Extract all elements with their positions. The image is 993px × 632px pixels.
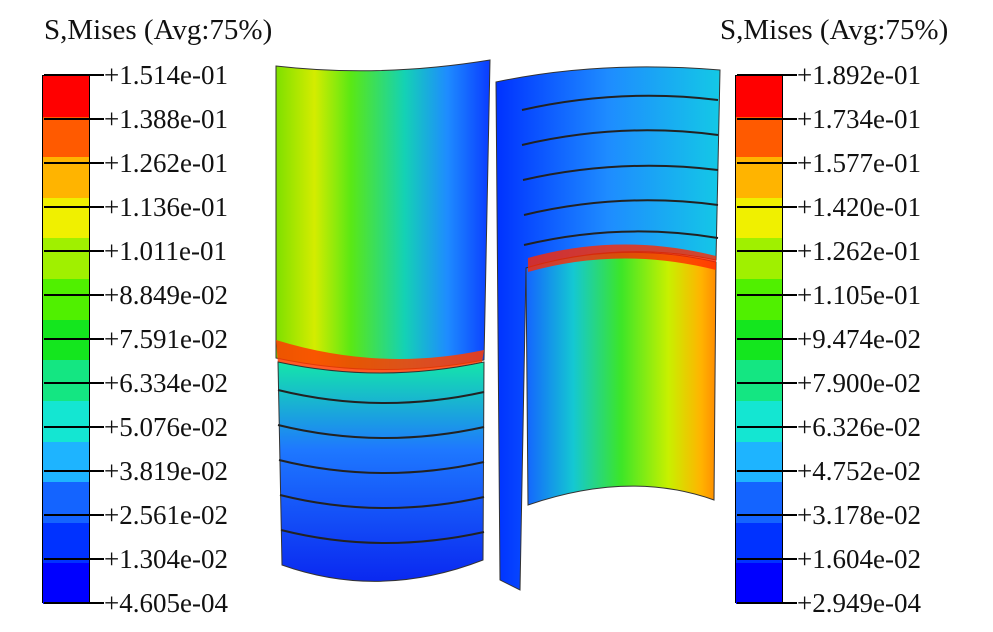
legend-color-segment	[736, 116, 782, 158]
legend-value-label: +4.752e-02	[797, 456, 921, 486]
legend-color-segment	[43, 441, 89, 483]
legend-color-segment	[43, 197, 89, 239]
legend-tick	[44, 426, 104, 428]
legend-tick	[44, 338, 104, 340]
legend-tick	[44, 602, 104, 604]
legend-value-label: +7.900e-02	[797, 368, 921, 398]
legend-tick	[737, 162, 797, 164]
legend-value-label: +5.076e-02	[104, 412, 228, 442]
legend-color-segment	[736, 197, 782, 239]
legend-color-segment	[43, 360, 89, 401]
legend-value-label: +6.326e-02	[797, 412, 921, 442]
legend-value-label: +1.388e-01	[104, 104, 228, 134]
legend-color-segment	[736, 400, 782, 442]
legend-color-segment	[736, 76, 782, 117]
legend-color-segment	[43, 279, 89, 320]
legend-color-segment	[736, 563, 782, 604]
legend-tick	[737, 426, 797, 428]
legend-tick	[737, 558, 797, 560]
legend-color-segment	[43, 116, 89, 158]
legend-tick	[44, 162, 104, 164]
legend-value-label: +1.262e-01	[797, 236, 921, 266]
legend-tick	[44, 382, 104, 384]
legend-tick	[44, 470, 104, 472]
legend-color-segment	[736, 238, 782, 280]
legend-value-label: +9.474e-02	[797, 324, 921, 354]
legend-value-label: +3.178e-02	[797, 500, 921, 530]
legend-tick	[737, 118, 797, 120]
legend-tick	[44, 250, 104, 252]
legend-value-label: +1.892e-01	[797, 60, 921, 90]
legend-value-label: +1.734e-01	[797, 104, 921, 134]
right-half-cylinder-shell	[495, 66, 721, 591]
legend-value-label: +8.849e-02	[104, 280, 228, 310]
legend-tick	[737, 338, 797, 340]
legend-value-label: +1.420e-01	[797, 192, 921, 222]
legend-color-segment	[43, 522, 89, 564]
legend-color-segment	[43, 563, 89, 604]
legend-tick	[737, 74, 797, 76]
legend-tick	[737, 470, 797, 472]
legend-color-segment	[43, 76, 89, 117]
legend-value-label: +1.011e-01	[104, 236, 227, 266]
legend-value-label: +7.591e-02	[104, 324, 228, 354]
legend-value-label: +6.334e-02	[104, 368, 228, 398]
legend-value-label: +1.105e-01	[797, 280, 921, 310]
legend-tick	[44, 558, 104, 560]
legend-color-segment	[43, 400, 89, 442]
legend-tick	[44, 294, 104, 296]
legend-tick	[44, 206, 104, 208]
legend-color-segment	[43, 238, 89, 280]
legend-value-label: +1.304e-02	[104, 544, 228, 574]
legend-value-label: +1.136e-01	[104, 192, 228, 222]
legend-tick	[737, 602, 797, 604]
legend-tick	[44, 514, 104, 516]
left-legend-title: S,Mises (Avg:75%)	[44, 14, 273, 46]
legend-value-label: +1.514e-01	[104, 60, 228, 90]
legend-tick	[737, 206, 797, 208]
legend-tick	[737, 294, 797, 296]
legend-value-label: +1.604e-02	[797, 544, 921, 574]
left-cylinder-shell	[275, 59, 491, 582]
legend-value-label: +3.819e-02	[104, 456, 228, 486]
legend-tick	[737, 382, 797, 384]
legend-color-segment	[736, 279, 782, 320]
legend-value-label: +2.949e-04	[797, 588, 921, 618]
legend-tick	[44, 118, 104, 120]
legend-value-label: +2.561e-02	[104, 500, 228, 530]
right-legend-title: S,Mises (Avg:75%)	[720, 14, 949, 46]
legend-color-segment	[736, 441, 782, 483]
legend-value-label: +4.605e-04	[104, 588, 228, 618]
legend-tick	[737, 514, 797, 516]
legend-color-segment	[736, 522, 782, 564]
legend-tick	[737, 250, 797, 252]
legend-tick	[44, 74, 104, 76]
legend-value-label: +1.262e-01	[104, 148, 228, 178]
legend-color-segment	[736, 360, 782, 401]
legend-value-label: +1.577e-01	[797, 148, 921, 178]
